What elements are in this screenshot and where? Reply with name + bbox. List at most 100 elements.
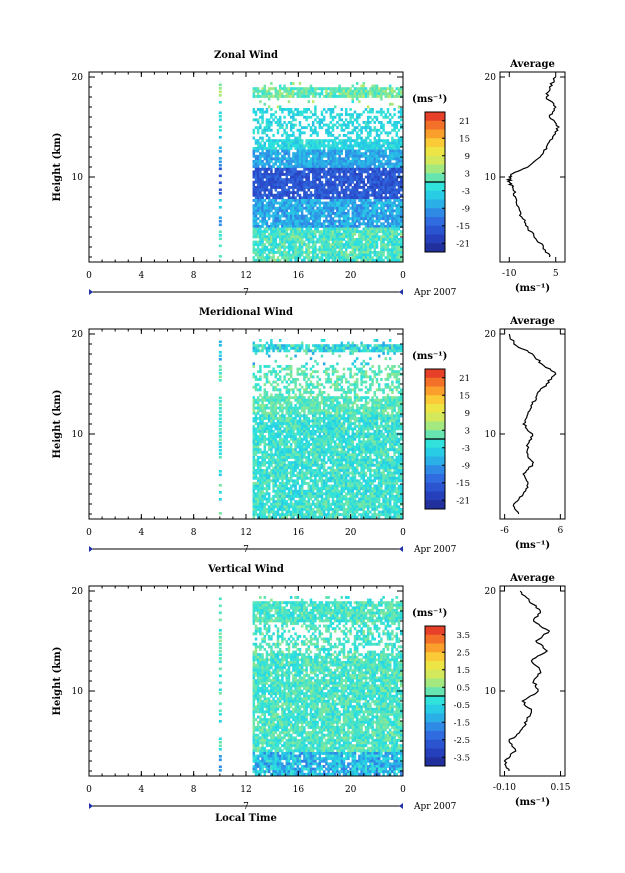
x-tick-label: 0: [86, 271, 92, 281]
x-tick-label: 12: [240, 528, 251, 538]
colorbar-segment: [425, 474, 445, 483]
colorbar-segment: [425, 492, 445, 501]
colorbar-segment: [425, 679, 445, 688]
panel-title: Zonal Wind: [214, 50, 278, 61]
profile-x-unit: (ms⁻¹): [515, 540, 550, 551]
panel-3: Vertical Wind 0 4 8 12 16 20 0 20 10 Height (km) 7 A…: [52, 564, 571, 824]
colorbar-segment: [425, 749, 445, 758]
day-bar-end-marker: [399, 546, 403, 552]
x-tick-label: 4: [138, 785, 144, 795]
x-tick-label: 0: [86, 785, 92, 795]
colorbar-segment: [425, 626, 445, 635]
x-tick-label: 8: [191, 528, 197, 538]
profile-y-tick-label: 20: [485, 73, 497, 83]
profile-y-tick-label: 10: [485, 173, 497, 183]
x-tick-label: 0: [400, 785, 406, 795]
profile-x-tick-label: -6: [500, 526, 509, 536]
date-label: Apr 2007: [413, 288, 457, 298]
day-bar-end-marker: [399, 289, 403, 295]
colorbar-segment: [425, 422, 445, 431]
profile-title: Average: [509, 59, 555, 70]
colorbar-segment: [425, 722, 445, 731]
y-tick-label: 10: [72, 430, 84, 440]
colorbar-segment: [425, 208, 445, 217]
colorbar-tick-label: -21: [456, 496, 470, 506]
colorbar-segment: [425, 731, 445, 740]
colorbar-segment: [425, 235, 445, 244]
panel-1: Zonal Wind 0 4 8 12 16 20 0 20 10 Height (km) 7 Apr …: [52, 50, 565, 298]
date-label: Apr 2007: [413, 545, 457, 555]
profile-y-tick-label: 10: [485, 430, 497, 440]
colorbar-segment: [425, 243, 445, 252]
colorbar-tick-label: -0.5: [454, 701, 470, 711]
colorbar-tick-label: 0.5: [456, 683, 470, 693]
colorbar-tick-label: 9: [465, 152, 470, 162]
day-label: 7: [243, 288, 249, 298]
y-tick-label: 20: [72, 330, 84, 340]
profile-x-tick-label: -0.10: [493, 783, 516, 793]
colorbar-segment: [425, 635, 445, 644]
colorbar-segment: [425, 112, 445, 121]
colorbar-segment: [425, 705, 445, 714]
x-tick-label: 0: [86, 528, 92, 538]
x-tick-label: 4: [138, 528, 144, 538]
day-bar-end-marker: [399, 803, 403, 809]
colorbar-segment: [425, 130, 445, 139]
colorbar-segment: [425, 644, 445, 653]
colorbar-segment: [425, 448, 445, 457]
profile-frame: [500, 329, 565, 519]
colorbar-unit: (ms⁻¹): [412, 94, 447, 105]
colorbar-segment: [425, 696, 445, 705]
colorbar-tick-label: -1.5: [454, 718, 470, 728]
colorbar-tick-label: -3: [462, 444, 470, 454]
profile-x-tick-label: -10: [502, 269, 517, 279]
day-bar-start-marker: [89, 803, 93, 809]
colorbar-segment: [425, 483, 445, 492]
profile-frame: [500, 586, 565, 776]
heatmap-cells: [219, 339, 403, 519]
colorbar-segment: [425, 500, 445, 509]
day-label: 7: [243, 545, 249, 555]
colorbar-segment: [425, 395, 445, 404]
colorbar-segment: [425, 147, 445, 156]
colorbar-segment: [425, 413, 445, 422]
profile-y-tick-label: 20: [485, 587, 497, 597]
profile-frame: [500, 72, 565, 262]
colorbar-tick-label: 1.5: [456, 666, 470, 676]
day-label: 7: [243, 802, 249, 812]
y-axis-label: Height (km): [52, 390, 63, 459]
profile-title: Average: [509, 573, 555, 584]
colorbar-tick-label: 3: [465, 426, 470, 436]
colorbar-tick-label: 2.5: [456, 648, 470, 658]
colorbar-segment: [425, 165, 445, 174]
profile-title: Average: [509, 316, 555, 327]
y-tick-label: 10: [72, 173, 84, 183]
profile-line: [508, 77, 559, 257]
profile-x-tick-label: 5: [553, 269, 559, 279]
profile-line: [505, 591, 550, 771]
x-tick-label: 20: [345, 271, 357, 281]
x-tick-label: 16: [293, 785, 305, 795]
x-tick-label: 8: [191, 785, 197, 795]
profile-x-tick-label: 0.15: [550, 783, 570, 793]
colorbar-tick-label: 3.5: [456, 631, 470, 641]
panel-2: Meridional Wind 0 4 8 12 16 20 0 20 10 Height (km)…: [52, 307, 565, 555]
y-tick-label: 10: [72, 687, 84, 697]
colorbar-tick-label: 21: [459, 374, 470, 384]
y-tick-label: 20: [72, 587, 84, 597]
x-tick-label: 12: [240, 785, 251, 795]
colorbar-segment: [425, 757, 445, 766]
x-tick-label: 0: [400, 528, 406, 538]
colorbar-segment: [425, 430, 445, 439]
x-tick-label: 0: [400, 271, 406, 281]
colorbar-tick-label: 15: [459, 391, 470, 401]
x-tick-label: 16: [293, 528, 305, 538]
colorbar-tick-label: 9: [465, 409, 470, 419]
colorbar-tick-label: 21: [459, 117, 470, 127]
colorbar-segment: [425, 173, 445, 182]
heatmap-cells: [219, 82, 403, 262]
x-tick-label: 4: [138, 271, 144, 281]
colorbar-tick-label: 3: [465, 169, 470, 179]
colorbar-tick-label: -9: [462, 461, 470, 471]
